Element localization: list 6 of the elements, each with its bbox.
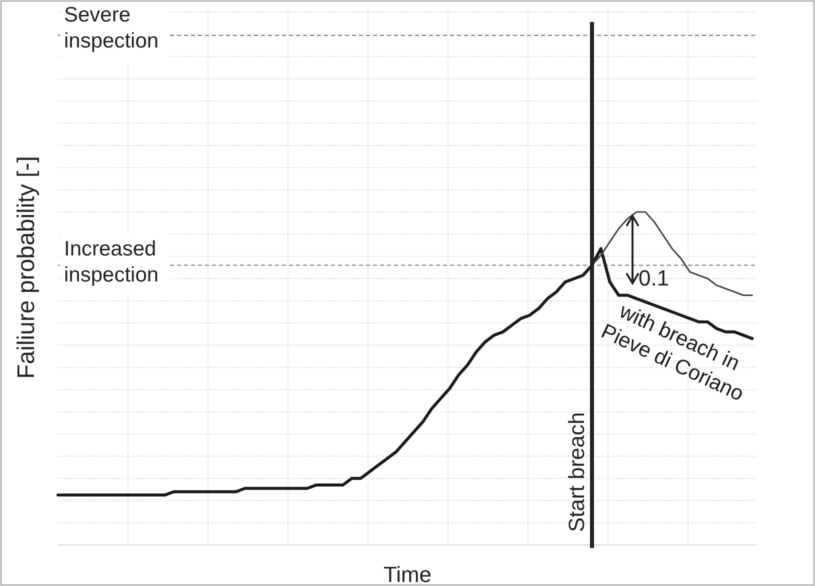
ref-line-label: Increased inspection [64,237,159,286]
x-axis-title: Time [383,562,432,586]
y-axis-title: Failiure probability [-] [13,156,40,379]
annotation: Start breach [564,412,589,532]
annotation: 0.1 [638,265,670,290]
ref-line-label: Severe inspection [64,4,159,53]
